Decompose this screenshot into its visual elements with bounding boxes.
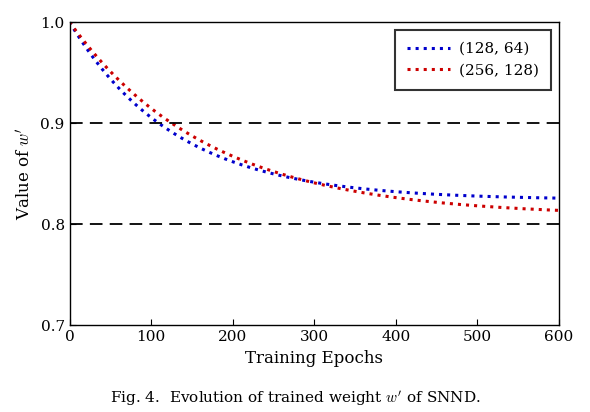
(128, 64)	[541, 195, 548, 200]
(256, 128)	[91, 52, 98, 56]
(256, 128)	[541, 207, 548, 212]
(256, 128)	[66, 19, 73, 24]
Legend: (128, 64), (256, 128): (128, 64), (256, 128)	[395, 30, 551, 90]
(128, 64)	[291, 176, 298, 181]
(128, 64)	[91, 57, 98, 62]
X-axis label: Training Epochs: Training Epochs	[245, 350, 384, 367]
(128, 64)	[451, 193, 458, 198]
(128, 64)	[541, 195, 548, 200]
(256, 128)	[555, 208, 562, 213]
Y-axis label: Value of $w^{\prime}$: Value of $w^{\prime}$	[17, 127, 35, 220]
(128, 64)	[66, 19, 73, 24]
(256, 128)	[304, 179, 311, 184]
(256, 128)	[541, 207, 548, 212]
Line	[70, 22, 559, 198]
Text: Fig. 4.  Evolution of trained weight $w^{\prime}$ of SNND.: Fig. 4. Evolution of trained weight $w^{…	[110, 389, 480, 408]
(128, 64)	[304, 178, 311, 183]
(128, 64)	[555, 196, 562, 201]
(256, 128)	[451, 201, 458, 206]
(256, 128)	[291, 175, 298, 180]
Line	[70, 22, 559, 211]
